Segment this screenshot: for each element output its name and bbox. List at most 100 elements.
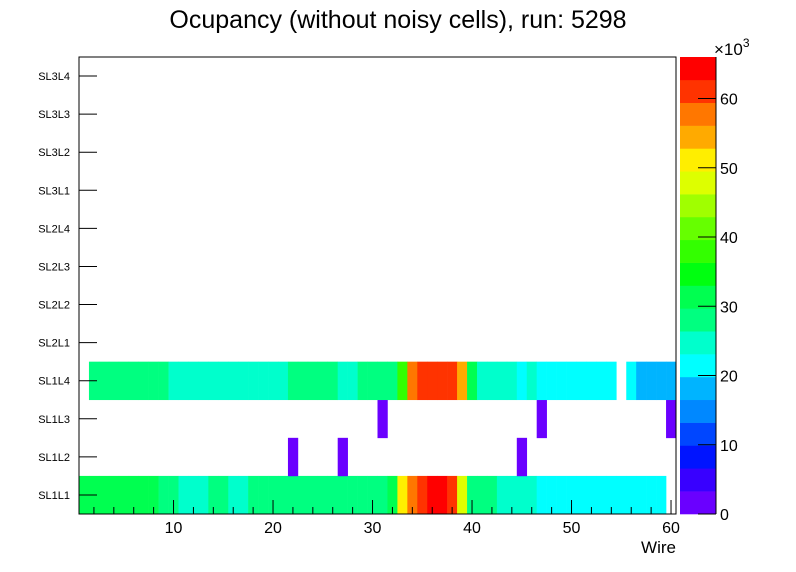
- z-tick-label: 40: [720, 230, 738, 247]
- heatmap-cell-SL1L4-wire-34: [407, 361, 418, 401]
- palette-band: [680, 376, 716, 401]
- plot-frame: [78, 56, 677, 515]
- y-tick-label: SL3L4: [38, 71, 70, 83]
- heatmap-cell-SL1L1-wire-59: [656, 475, 667, 515]
- palette-band: [680, 285, 716, 309]
- heatmap-cell-SL1L4-wire-43: [496, 361, 508, 401]
- heatmap-cell-SL1L1-wire-52: [586, 475, 597, 515]
- heatmap-cell-SL1L4-wire-21: [278, 361, 289, 401]
- heatmap-cell-SL1L1-wire-22: [287, 475, 299, 515]
- heatmap-cell-SL1L1-wire-40: [467, 475, 478, 515]
- palette-band: [680, 468, 716, 492]
- heatmap-cell-SL1L4-wire-53: [596, 361, 607, 401]
- heatmap-cell-SL1L4-wire-35: [417, 361, 428, 401]
- heatmap-cell-SL1L4-wire-15: [218, 361, 229, 401]
- heatmap-cell-SL1L4-wire-47: [536, 361, 547, 401]
- x-tick-label: 30: [364, 520, 382, 537]
- heatmap-cell-SL1L1-wire-35: [417, 475, 428, 515]
- heatmap-cell-SL1L4-wire-4: [108, 361, 120, 401]
- heatmap-cell-SL1L1-wire-9: [158, 475, 169, 515]
- y-tick-label: SL3L2: [38, 147, 70, 159]
- palette-band: [680, 491, 716, 515]
- heatmap-cell-SL1L1-wire-21: [278, 475, 289, 515]
- heatmap-cell-SL1L1-wire-46: [526, 475, 537, 515]
- heatmap-cell-SL1L4-wire-59: [656, 361, 667, 401]
- heatmap-cell-SL1L1-wire-29: [357, 475, 368, 515]
- palette-band: [680, 422, 716, 446]
- color-palette: 0 10 20 30 40 50 60: [680, 57, 738, 524]
- y-tick-label: SL1L1: [38, 490, 70, 502]
- x-tick-label: 60: [662, 520, 680, 537]
- chart-title: Ocupancy (without noisy cells), run: 529…: [169, 6, 626, 34]
- palette-band: [680, 102, 716, 126]
- heatmap-cell-SL1L4-wire-33: [397, 361, 408, 401]
- heatmap-cell-SL1L4-wire-16: [228, 361, 239, 401]
- x-tick-label: 10: [165, 520, 183, 537]
- palette-band: [680, 354, 716, 378]
- heatmap-cell-SL1L1-wire-13: [198, 475, 209, 515]
- heatmap-cell-SL1L4-wire-31: [377, 361, 388, 401]
- heatmap-cell-SL1L4-wire-22: [287, 361, 299, 401]
- heatmap-cell-SL1L4-wire-10: [168, 361, 179, 401]
- heatmap-cell-SL1L1-wire-43: [496, 475, 508, 515]
- palette-band: [680, 79, 716, 103]
- heatmap-cell-SL1L3-wire-47: [536, 399, 547, 439]
- heatmap-cell-SL1L1-wire-32: [387, 475, 398, 515]
- heatmap-cell-SL1L4-wire-54: [606, 361, 617, 401]
- heatmap-cell-SL1L1-wire-8: [148, 475, 159, 515]
- x-tick-label: 50: [563, 520, 581, 537]
- heatmap-cell-SL1L4-wire-32: [387, 361, 398, 401]
- heatmap-cell-SL1L1-wire-27: [337, 475, 348, 515]
- palette-band: [680, 216, 716, 241]
- palette-band: [680, 331, 716, 355]
- heatmap-cell-SL1L1-wire-45: [516, 475, 528, 515]
- heatmap-cell-SL1L1-wire-31: [377, 475, 388, 515]
- heatmap-cell-SL1L1-wire-18: [248, 475, 259, 515]
- z-tick-label: 50: [720, 161, 738, 178]
- palette-band: [680, 399, 716, 423]
- heatmap-cell-SL1L4-wire-7: [138, 361, 149, 401]
- palette-band: [680, 308, 716, 332]
- heatmap-cell-SL1L1-wire-20: [268, 475, 279, 515]
- heatmap-cells: [79, 361, 677, 515]
- heatmap-cell-SL1L4-wire-28: [347, 361, 358, 401]
- heatmap-cell-SL1L1-wire-5: [118, 475, 130, 515]
- heatmap-cell-SL1L4-wire-45: [516, 361, 528, 401]
- x-tick-label: 40: [463, 520, 481, 537]
- heatmap-cell-SL1L3-wire-60: [666, 399, 677, 439]
- heatmap-cell-SL1L4-wire-52: [586, 361, 597, 401]
- heatmap-cell-SL1L1-wire-28: [347, 475, 358, 515]
- heatmap-cell-SL1L1-wire-53: [596, 475, 607, 515]
- heatmap-cell-SL1L2-wire-22: [287, 437, 299, 477]
- x-axis-label: Wire: [641, 538, 676, 557]
- heatmap-cell-SL1L1-wire-3: [98, 475, 110, 515]
- z-multiplier: ×103: [714, 36, 750, 59]
- heatmap-cell-SL1L4-wire-26: [327, 361, 338, 401]
- heatmap-cell-SL1L4-wire-50: [566, 361, 577, 401]
- heatmap-cell-SL1L1-wire-11: [178, 475, 189, 515]
- heatmap-cell-SL1L1-wire-37: [437, 475, 448, 515]
- heatmap-cell-SL1L4-wire-38: [447, 361, 458, 401]
- heatmap-cell-SL1L4-wire-17: [238, 361, 249, 401]
- y-tick-label: SL2L4: [38, 223, 70, 235]
- heatmap-cell-SL1L1-wire-19: [258, 475, 269, 515]
- heatmap-cell-SL1L1-wire-57: [636, 475, 647, 515]
- heatmap-cell-SL1L1-wire-14: [208, 475, 219, 515]
- heatmap-cell-SL1L1-wire-34: [407, 475, 418, 515]
- heatmap-cell-SL1L4-wire-44: [506, 361, 518, 401]
- heatmap-cell-SL1L1-wire-58: [646, 475, 657, 515]
- heatmap-cell-SL1L1-wire-16: [228, 475, 239, 515]
- heatmap-cell-SL1L1-wire-7: [138, 475, 149, 515]
- heatmap-cell-SL1L4-wire-19: [258, 361, 269, 401]
- heatmap-cell-SL1L4-wire-40: [467, 361, 478, 401]
- heatmap-cell-SL1L1-wire-54: [606, 475, 617, 515]
- heatmap-cell-SL1L4-wire-12: [188, 361, 199, 401]
- heatmap-cell-SL1L4-wire-6: [128, 361, 139, 401]
- heatmap-cell-SL1L1-wire-17: [238, 475, 249, 515]
- z-tick-label: 30: [720, 299, 738, 316]
- heatmap-cell-SL1L4-wire-11: [178, 361, 189, 401]
- z-tick-label: 60: [720, 92, 738, 109]
- heatmap-cell-SL1L4-wire-14: [208, 361, 219, 401]
- y-tick-label: SL1L2: [38, 452, 70, 464]
